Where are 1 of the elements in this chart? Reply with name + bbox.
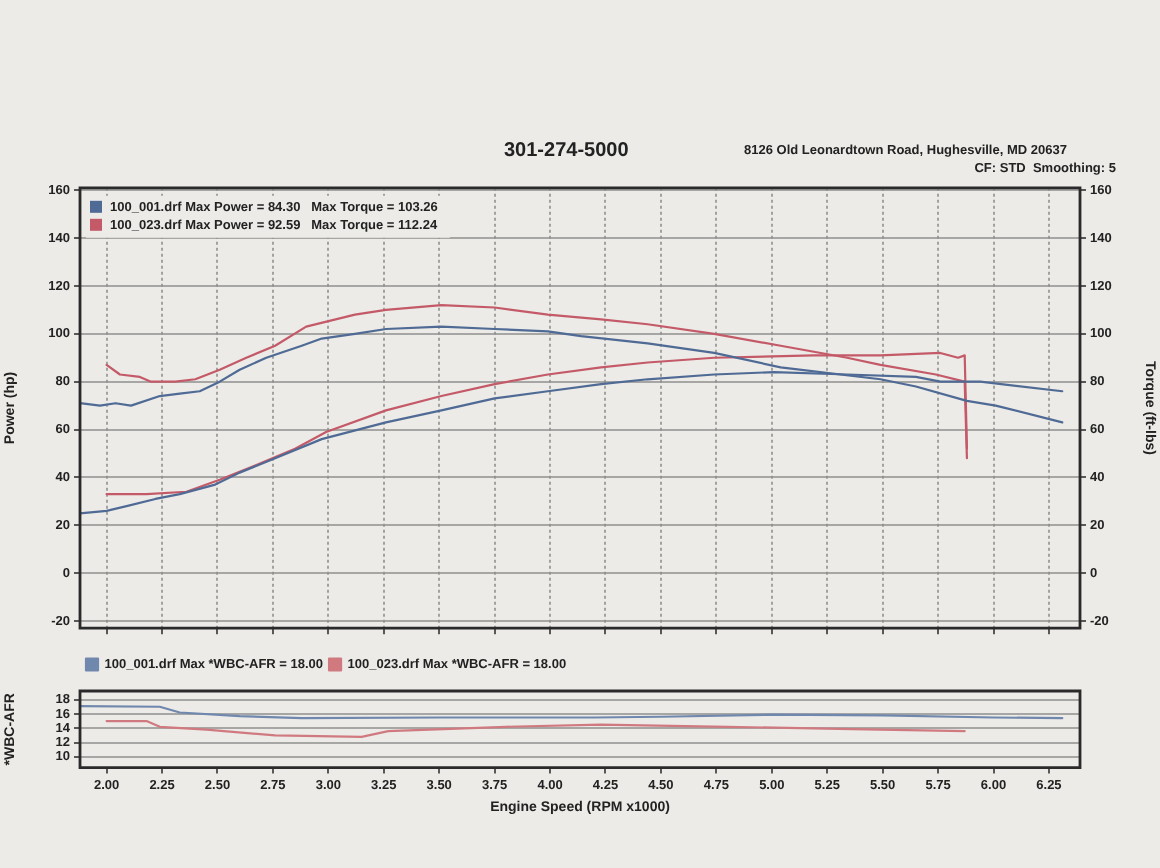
text: 301-274-5000 [504, 140, 629, 162]
